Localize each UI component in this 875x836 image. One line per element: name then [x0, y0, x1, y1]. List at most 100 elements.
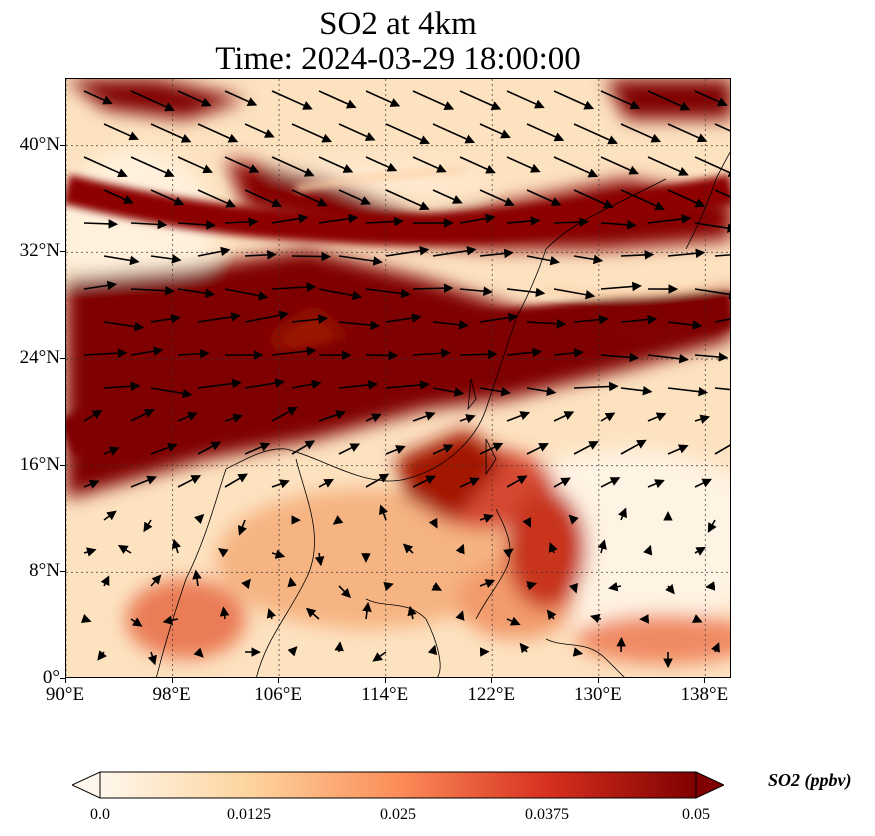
wind-vector	[506, 347, 543, 358]
wind-vector	[479, 248, 514, 259]
wind-vector	[459, 349, 498, 360]
wind-vector	[271, 213, 309, 224]
wind-vector	[197, 312, 241, 323]
y-tick-mark	[60, 251, 65, 253]
wind-vector	[427, 644, 438, 656]
wind-vector	[130, 346, 164, 356]
wind-vector	[271, 407, 298, 422]
wind-vector	[714, 123, 730, 132]
wind-vector	[667, 123, 708, 143]
wind-vector-field	[80, 90, 730, 669]
wind-vector	[318, 90, 357, 109]
wind-vector	[402, 543, 414, 554]
x-tick-mark	[704, 678, 706, 683]
colorbar-tick-label: 0.025	[380, 806, 416, 823]
wind-vector	[385, 246, 430, 257]
wind-vector	[291, 251, 332, 262]
wind-vector	[177, 412, 198, 422]
wind-vector	[83, 156, 128, 178]
wind-vector	[103, 189, 134, 204]
wind-vector	[171, 538, 182, 554]
y-tick-mark	[60, 464, 65, 466]
wind-vector	[271, 156, 315, 177]
wind-vector	[103, 510, 117, 521]
wind-vector	[338, 255, 383, 266]
wind-vector	[455, 543, 465, 555]
wind-vector	[150, 254, 182, 264]
wind-vector	[608, 581, 622, 592]
wind-vector	[432, 245, 477, 257]
wind-vector	[318, 213, 359, 224]
wind-vector	[287, 646, 298, 657]
wind-vector	[385, 380, 430, 390]
wind-vector	[103, 381, 141, 392]
wind-vector	[553, 288, 596, 300]
y-tick-label: 8°N	[29, 560, 60, 582]
wind-vector	[365, 90, 401, 107]
wind-vector	[291, 189, 328, 207]
wind-vector	[705, 581, 716, 591]
wind-vector	[130, 475, 157, 488]
wind-vector	[197, 123, 239, 143]
wind-vector	[334, 641, 344, 653]
wind-vector	[365, 216, 404, 227]
y-tick-label: 32°N	[19, 240, 60, 262]
wind-vector	[385, 445, 406, 455]
wind-vector	[383, 581, 394, 592]
wind-vector	[600, 352, 640, 363]
wind-vector	[197, 246, 231, 257]
wind-vector	[224, 217, 259, 227]
wind-vector	[573, 314, 609, 325]
wind-vector	[412, 90, 455, 110]
wind-vector	[412, 475, 436, 488]
x-tick-label: 138°E	[680, 684, 729, 705]
wind-vector	[362, 601, 372, 620]
wind-vector	[271, 282, 317, 292]
wind-vector	[455, 610, 465, 621]
wind-vector	[83, 219, 119, 229]
wind-vector	[597, 539, 607, 554]
wind-vector	[97, 650, 107, 661]
colorbar-extend-max	[695, 771, 724, 799]
wind-vector	[553, 411, 575, 422]
wind-vector	[83, 90, 113, 105]
wind-vector	[711, 642, 720, 653]
wind-vector	[385, 189, 430, 211]
wind-vector	[193, 647, 204, 658]
wind-vector	[553, 217, 590, 227]
wind-vector	[318, 288, 363, 301]
colorbar-gradient	[99, 771, 697, 799]
wind-vector	[459, 213, 496, 224]
wind-vector	[130, 90, 175, 112]
wind-vector	[479, 442, 504, 455]
wind-vector	[620, 439, 647, 455]
wind-vector	[150, 189, 185, 206]
wind-vector	[150, 442, 178, 455]
wind-vector	[647, 479, 665, 489]
x-tick-mark	[384, 678, 386, 683]
wind-vector	[338, 380, 379, 390]
wind-vector	[714, 254, 730, 257]
x-tick-mark	[278, 678, 280, 683]
wind-vector	[459, 286, 494, 296]
wind-vector	[224, 473, 248, 488]
wind-vector	[479, 513, 494, 523]
wind-vector	[546, 609, 557, 621]
y-tick-mark	[60, 571, 65, 573]
wind-vector	[618, 507, 627, 521]
wind-vector	[506, 475, 528, 488]
wind-vector	[80, 613, 92, 623]
wind-vector	[432, 320, 469, 330]
wind-vector	[714, 439, 730, 455]
wind-vector	[573, 254, 604, 265]
wind-vector	[553, 156, 599, 178]
wind-vector	[694, 288, 730, 300]
wind-vector	[459, 90, 502, 110]
wind-vector	[150, 123, 192, 143]
wind-vector	[600, 156, 639, 175]
colorbar-label: SO2 (ppbv)	[768, 770, 852, 790]
wind-vector	[412, 348, 451, 358]
wind-vector	[130, 156, 175, 178]
wind-vector	[224, 288, 269, 301]
wind-vector	[643, 544, 653, 556]
